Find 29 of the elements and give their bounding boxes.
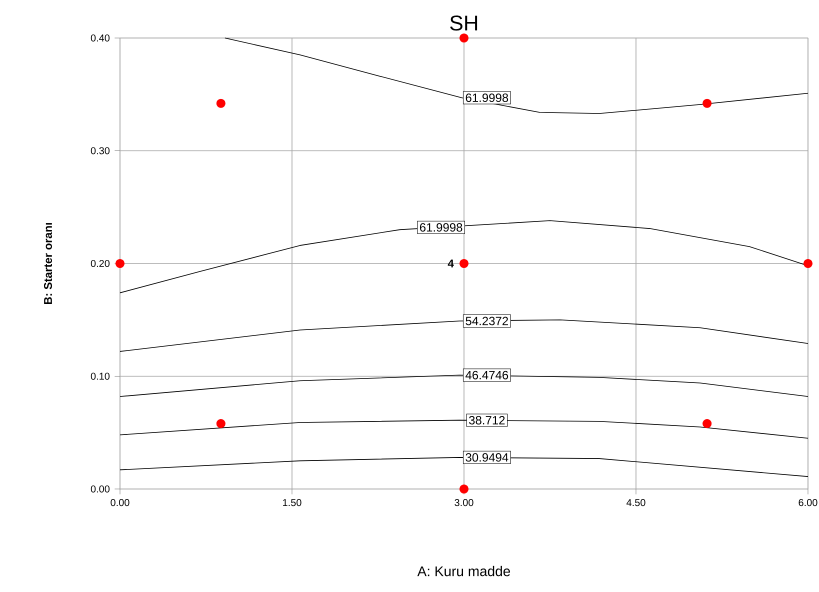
y-tick-label: 0.40 [90, 34, 110, 42]
x-axis-title: A: Kuru madde [417, 566, 510, 576]
annotation: 38.712 [469, 416, 505, 424]
y-tick-label: 0.10 [90, 372, 110, 380]
x-tick-label: 0.00 [110, 499, 130, 506]
point [216, 419, 226, 428]
point [702, 98, 712, 108]
annotation: 61.9998 [466, 94, 508, 102]
annotation: 30.9494 [466, 453, 508, 462]
point [115, 258, 125, 268]
x-tick-label: 3.00 [454, 499, 474, 506]
x-tick-label: 4.50 [626, 499, 646, 506]
annotation: 4 [448, 260, 454, 268]
chart-title: SH [450, 16, 478, 31]
point [459, 258, 469, 268]
x-tick-label: 6.00 [798, 499, 818, 506]
y-tick-label: 0.20 [90, 260, 110, 268]
y-axis-title: B: Starter oranı [44, 223, 52, 304]
x-tick-label: 1.50 [283, 499, 302, 506]
y-tick-label: 0.30 [90, 147, 110, 154]
y-tick-label: 0.00 [90, 485, 110, 493]
point [459, 484, 469, 494]
point [459, 33, 469, 43]
annotation: 61.9998 [420, 223, 462, 232]
point [702, 419, 712, 428]
line-series [224, 38, 808, 114]
point [216, 98, 226, 108]
annotation: 46.4746 [466, 370, 508, 380]
annotation: 54.2372 [466, 316, 508, 326]
